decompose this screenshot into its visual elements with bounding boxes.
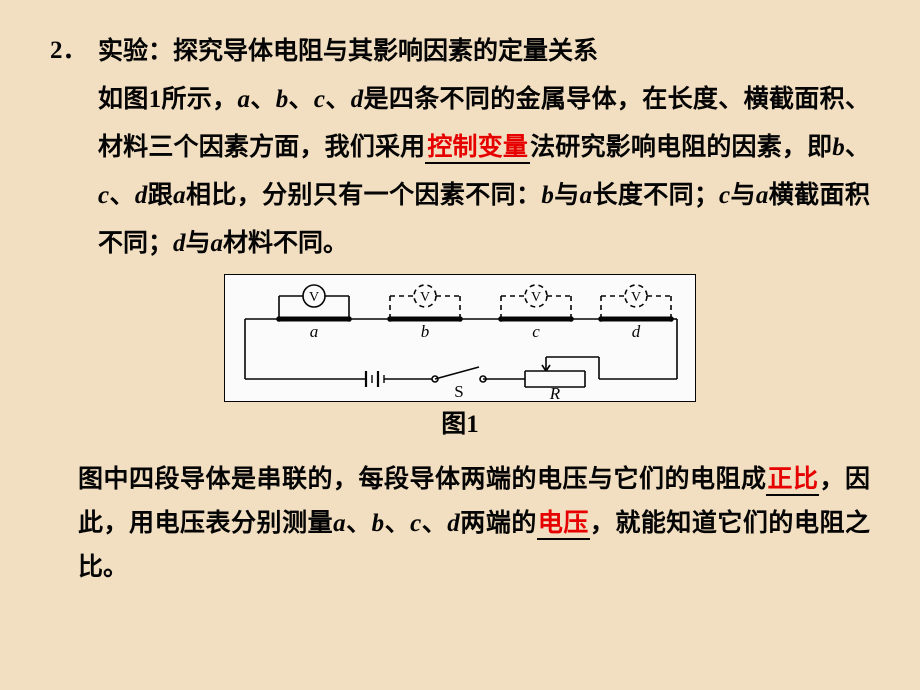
sep: 、 [250, 86, 276, 113]
sep: 、 [845, 134, 870, 161]
var-b4: b [372, 510, 385, 537]
var-d3: d [173, 230, 186, 257]
p2-a: 图中四段导体是串联的，每段导体两端的电压与它们的电阻成 [78, 466, 766, 493]
var-c4: c [410, 510, 421, 537]
p1-f: 与 [554, 182, 580, 209]
paragraph-2: 图中四段导体是串联的，每段导体两端的电压与它们的电阻成正比，因此，用电压表分别测… [78, 458, 870, 590]
sep: 、 [109, 182, 135, 209]
var-a2: a [173, 182, 186, 209]
var-a: a [238, 86, 251, 113]
blank-method: 控制变量 [425, 134, 530, 164]
sep: 、 [346, 510, 372, 537]
var-c: c [314, 86, 325, 113]
title-line: 实验：探究导体电阻与其影响因素的定量关系 [98, 38, 598, 65]
circuit-svg: a b c d V V V V S R [225, 275, 695, 401]
p1-d: 跟 [147, 182, 173, 209]
paragraph-1: 实验：探究导体电阻与其影响因素的定量关系 如图1所示，a、b、c、d是四条不同的… [98, 28, 870, 268]
var-c2: c [98, 182, 109, 209]
sep: 、 [421, 510, 447, 537]
var-d4: d [447, 510, 460, 537]
var-a5: a [211, 230, 224, 257]
blank-voltage: 电压 [537, 510, 590, 540]
p1-g: 长度不同； [592, 182, 719, 209]
sep: 、 [325, 86, 351, 113]
svg-text:V: V [309, 290, 319, 305]
problem-number: 2． [50, 30, 88, 66]
p1-e: 相比，分别只有一个因素不同： [186, 182, 542, 209]
var-a4: a [756, 182, 769, 209]
figure-wrap: a b c d V V V V S R [50, 274, 870, 402]
sep: 、 [288, 86, 314, 113]
blank-proportion: 正比 [766, 466, 819, 496]
svg-text:R: R [549, 384, 561, 401]
svg-text:c: c [532, 322, 540, 341]
sep: 、 [384, 510, 410, 537]
var-d: d [351, 86, 364, 113]
svg-text:a: a [310, 322, 319, 341]
var-d2: d [135, 182, 148, 209]
svg-text:V: V [631, 290, 641, 305]
p1-f2: 与 [730, 182, 756, 209]
svg-text:b: b [421, 322, 430, 341]
p1-f3: 与 [186, 230, 211, 257]
figure-caption: 图1 [50, 404, 870, 440]
var-a6: a [333, 510, 346, 537]
p2-c: 两端的 [460, 510, 537, 537]
p1-c: 法研究影响电阻的因素，即 [530, 134, 832, 161]
var-b3: b [541, 182, 554, 209]
var-b2: b [832, 134, 845, 161]
svg-text:d: d [632, 322, 641, 341]
svg-text:S: S [454, 382, 463, 401]
p1-i: 材料不同。 [223, 230, 348, 257]
p1-a: 如图1所示， [98, 86, 238, 113]
circuit-figure: a b c d V V V V S R [224, 274, 696, 402]
page: 2． 实验：探究导体电阻与其影响因素的定量关系 如图1所示，a、b、c、d是四条… [0, 0, 920, 690]
var-b: b [276, 86, 289, 113]
var-c3: c [719, 182, 730, 209]
var-a3: a [580, 182, 593, 209]
svg-text:V: V [420, 290, 430, 305]
svg-text:V: V [531, 290, 541, 305]
